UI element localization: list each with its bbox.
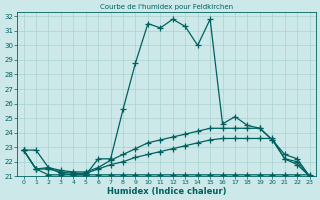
X-axis label: Humidex (Indice chaleur): Humidex (Indice chaleur) <box>107 187 226 196</box>
Title: Courbe de l'humidex pour Feldkirchen: Courbe de l'humidex pour Feldkirchen <box>100 4 233 10</box>
